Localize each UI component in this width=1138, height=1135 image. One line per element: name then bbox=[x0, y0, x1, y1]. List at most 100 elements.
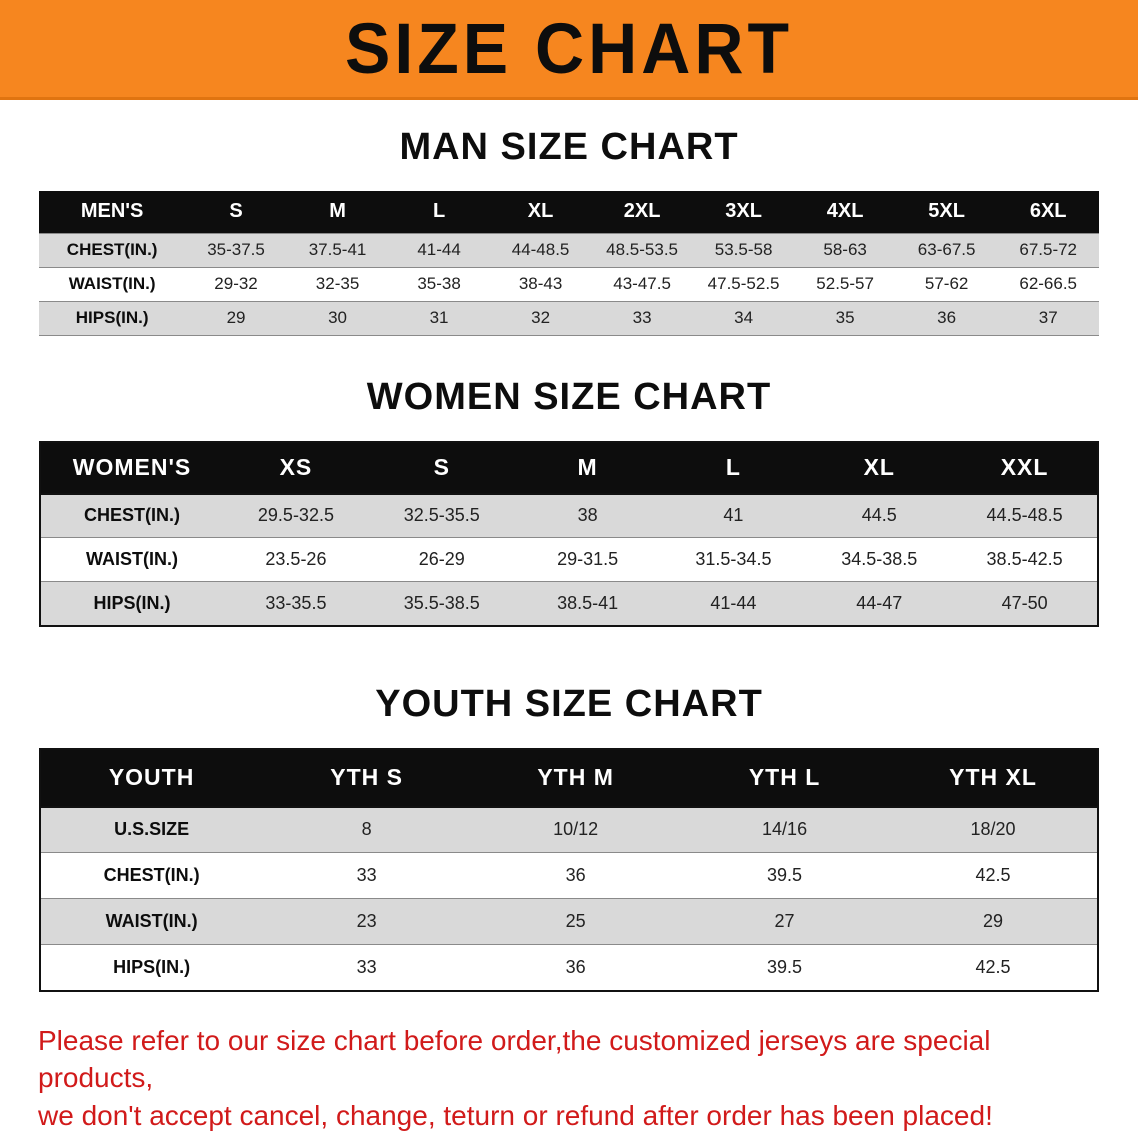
table-cell: 35-37.5 bbox=[185, 232, 287, 267]
table-cell: 30 bbox=[286, 300, 389, 335]
table-cell: 32 bbox=[489, 300, 592, 335]
row-label: WAIST(IN.) bbox=[39, 266, 186, 301]
table-title-cell: WOMEN'S bbox=[40, 441, 224, 495]
table-cell: 67.5-72 bbox=[997, 232, 1099, 267]
disclaimer-line-2: we don't accept cancel, change, teturn o… bbox=[38, 1100, 993, 1132]
table-cell: 44-47 bbox=[806, 581, 953, 626]
size-column-header: YTH XL bbox=[889, 748, 1098, 808]
table-row: U.S.SIZE 8 10/12 14/16 18/20 bbox=[40, 806, 1098, 853]
size-column-header: YTH M bbox=[471, 748, 681, 808]
table-cell: 63-67.5 bbox=[895, 232, 998, 267]
table-cell: 37 bbox=[997, 300, 1099, 335]
men-size-chart-section: MAN SIZE CHART MEN'S S M L XL 2XL 3XL 4XL 5XL 6XL… bbox=[0, 126, 1138, 336]
women-section-heading: WOMEN SIZE CHART bbox=[366, 375, 772, 418]
women-size-table: WOMEN'S XS S M L XL XXL CHEST(IN.) 29.5-32.5 32.5… bbox=[39, 440, 1099, 627]
size-column-header: L bbox=[388, 191, 490, 233]
table-title-cell: YOUTH bbox=[40, 748, 263, 808]
table-cell: 29 bbox=[185, 300, 287, 335]
table-cell: 42.5 bbox=[889, 852, 1098, 899]
size-column-header: M bbox=[514, 441, 661, 495]
size-column-header: M bbox=[286, 191, 389, 233]
table-cell: 23.5-26 bbox=[223, 537, 369, 582]
table-row: HIPS(IN.) 33-35.5 35.5-38.5 38.5-41 41-44 44-… bbox=[40, 581, 1098, 626]
table-cell: 35-38 bbox=[388, 266, 490, 301]
table-cell: 38-43 bbox=[489, 266, 592, 301]
table-cell: 33 bbox=[591, 300, 693, 335]
table-row: WAIST(IN.) 23 25 27 29 bbox=[40, 898, 1098, 945]
table-cell: 52.5-57 bbox=[794, 266, 896, 301]
table-cell: 48.5-53.5 bbox=[591, 232, 693, 267]
size-column-header: XL bbox=[489, 191, 592, 233]
table-cell: 33 bbox=[262, 944, 472, 991]
row-label: CHEST(IN.) bbox=[39, 232, 186, 267]
size-column-header: 5XL bbox=[895, 191, 998, 233]
size-column-header: YTH L bbox=[680, 748, 890, 808]
table-cell: 44.5-48.5 bbox=[952, 493, 1098, 538]
table-cell: 34 bbox=[692, 300, 795, 335]
size-column-header: 3XL bbox=[692, 191, 795, 233]
women-size-chart-section: WOMEN SIZE CHART WOMEN'S XS S M L XL XXL CHEST(… bbox=[0, 376, 1138, 627]
disclaimer: Please refer to our size chart before or… bbox=[0, 1022, 1138, 1135]
table-cell: 32.5-35.5 bbox=[368, 493, 515, 538]
table-cell: 36 bbox=[471, 852, 681, 899]
table-cell: 44-48.5 bbox=[489, 232, 592, 267]
size-column-header: XXL bbox=[952, 441, 1098, 495]
table-cell: 33 bbox=[262, 852, 472, 899]
table-cell: 38.5-41 bbox=[514, 581, 661, 626]
size-column-header: 6XL bbox=[997, 191, 1099, 233]
table-cell: 47-50 bbox=[952, 581, 1098, 626]
table-cell: 39.5 bbox=[680, 852, 890, 899]
table-cell: 38 bbox=[514, 493, 661, 538]
size-column-header: 4XL bbox=[794, 191, 896, 233]
size-column-header: XS bbox=[223, 441, 369, 495]
table-cell: 37.5-41 bbox=[286, 232, 389, 267]
table-cell: 32-35 bbox=[286, 266, 389, 301]
table-header-row: YOUTH YTH S YTH M YTH L YTH XL bbox=[40, 748, 1098, 808]
table-cell: 36 bbox=[895, 300, 998, 335]
table-cell: 26-29 bbox=[368, 537, 515, 582]
table-row: HIPS(IN.) 33 36 39.5 42.5 bbox=[40, 944, 1098, 991]
size-column-header: S bbox=[185, 191, 287, 233]
table-header-row: MEN'S S M L XL 2XL 3XL 4XL 5XL 6XL bbox=[39, 191, 1099, 233]
table-cell: 41 bbox=[660, 493, 807, 538]
page-title: SIZE CHART bbox=[345, 8, 793, 89]
table-cell: 58-63 bbox=[794, 232, 896, 267]
table-row: CHEST(IN.) 35-37.5 37.5-41 41-44 44-48.5 48.5… bbox=[39, 232, 1099, 267]
table-cell: 38.5-42.5 bbox=[952, 537, 1098, 582]
table-cell: 29-32 bbox=[185, 266, 287, 301]
youth-size-table: YOUTH YTH S YTH M YTH L YTH XL U.S.SIZE 8 10/12… bbox=[39, 747, 1099, 992]
table-cell: 34.5-38.5 bbox=[806, 537, 953, 582]
table-row: CHEST(IN.) 29.5-32.5 32.5-35.5 38 41 44.5 44.5… bbox=[40, 493, 1098, 538]
table-cell: 36 bbox=[471, 944, 681, 991]
table-cell: 31 bbox=[388, 300, 490, 335]
table-cell: 62-66.5 bbox=[997, 266, 1099, 301]
size-column-header: S bbox=[368, 441, 515, 495]
row-label: CHEST(IN.) bbox=[40, 852, 263, 899]
table-cell: 18/20 bbox=[889, 806, 1098, 853]
youth-section-heading: YOUTH SIZE CHART bbox=[375, 682, 763, 725]
table-cell: 23 bbox=[262, 898, 472, 945]
table-row: WAIST(IN.) 23.5-26 26-29 29-31.5 31.5-34.5 34… bbox=[40, 537, 1098, 582]
table-cell: 25 bbox=[471, 898, 681, 945]
size-column-header: YTH S bbox=[262, 748, 472, 808]
row-label: U.S.SIZE bbox=[40, 806, 263, 853]
table-cell: 53.5-58 bbox=[692, 232, 795, 267]
table-cell: 43-47.5 bbox=[591, 266, 693, 301]
row-label: HIPS(IN.) bbox=[40, 581, 224, 626]
table-row: CHEST(IN.) 33 36 39.5 42.5 bbox=[40, 852, 1098, 899]
size-column-header: L bbox=[660, 441, 807, 495]
table-title-cell: MEN'S bbox=[39, 191, 186, 233]
men-size-table: MEN'S S M L XL 2XL 3XL 4XL 5XL 6XL CHEST(IN.) 35-37… bbox=[39, 191, 1099, 336]
table-row: WAIST(IN.) 29-32 32-35 35-38 38-43 43-47.5 47.… bbox=[39, 266, 1099, 301]
row-label: HIPS(IN.) bbox=[40, 944, 263, 991]
table-cell: 8 bbox=[262, 806, 472, 853]
table-cell: 41-44 bbox=[660, 581, 807, 626]
table-cell: 44.5 bbox=[806, 493, 953, 538]
table-row: HIPS(IN.) 29 30 31 32 33 34 35 36 37 bbox=[39, 300, 1099, 335]
table-cell: 29 bbox=[889, 898, 1098, 945]
row-label: WAIST(IN.) bbox=[40, 898, 263, 945]
table-cell: 57-62 bbox=[895, 266, 998, 301]
table-cell: 47.5-52.5 bbox=[692, 266, 795, 301]
table-cell: 42.5 bbox=[889, 944, 1098, 991]
size-column-header: 2XL bbox=[591, 191, 693, 233]
